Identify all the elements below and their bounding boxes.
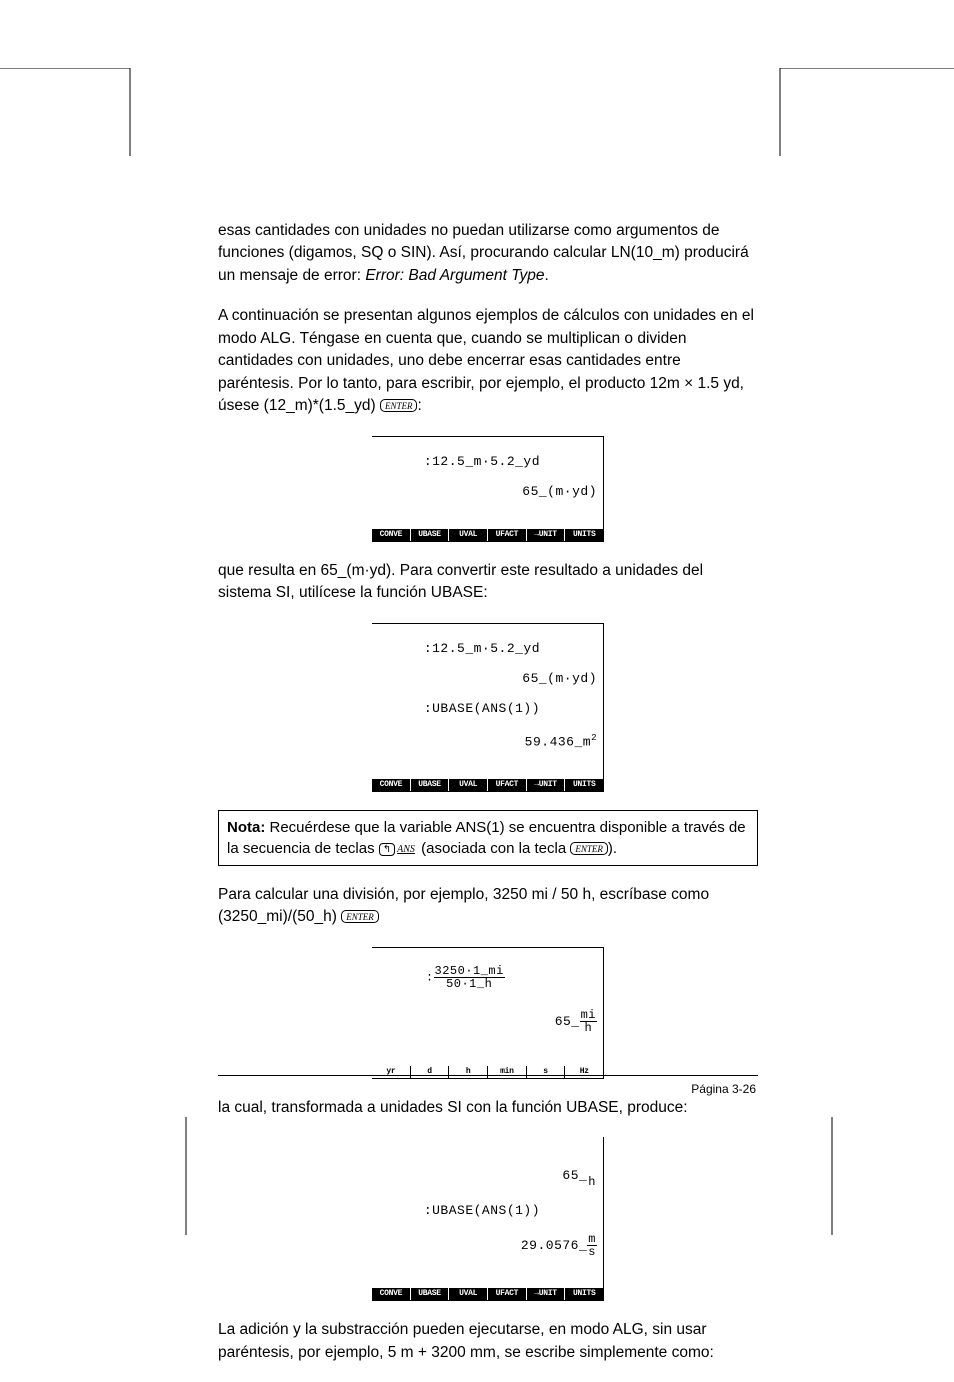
sk-unit: →UNIT bbox=[527, 779, 566, 791]
note-box: Nota: Recuérdese que la variable ANS(1) … bbox=[218, 810, 758, 866]
sk-h: h bbox=[449, 1066, 488, 1078]
footer-rule bbox=[218, 1075, 758, 1076]
calc-screenshot-3: :3250·1_mi50·1_h 65_mih yr d h min s Hz bbox=[372, 947, 604, 1079]
sk-uval: UVAL bbox=[449, 529, 488, 541]
sk-d: d bbox=[411, 1066, 450, 1078]
s1-result: 65_(m·yd) bbox=[374, 484, 599, 499]
calc-screenshot-1: :12.5_m·5.2_yd 65_(m·yd) CONVE UBASE UVA… bbox=[372, 436, 604, 542]
s1-softkeys: CONVE UBASE UVAL UFACT →UNIT UNITS bbox=[372, 529, 603, 541]
s2-line1: :12.5_m·5.2_yd bbox=[424, 641, 540, 656]
note-t3: ). bbox=[608, 840, 617, 857]
note-label: Nota: bbox=[227, 819, 265, 836]
sk-units: UNITS bbox=[565, 529, 603, 541]
s3-result: 65_mih bbox=[374, 1005, 599, 1034]
paragraph-3: que resulta en 65_(m·yd). Para convertir… bbox=[218, 560, 758, 605]
note-t2: (asociada con la tecla bbox=[417, 840, 570, 857]
page-footer: Página 3-26 bbox=[691, 1082, 756, 1096]
sk-ubase: UBASE bbox=[411, 779, 450, 791]
shift-key: ↰ bbox=[379, 843, 395, 856]
sk-ubase: UBASE bbox=[411, 529, 450, 541]
sk-uval: UVAL bbox=[449, 1288, 488, 1300]
paragraph-1: esas cantidades con unidades no puedan u… bbox=[218, 220, 758, 287]
sk-conve: CONVE bbox=[372, 1288, 411, 1300]
calc-screenshot-2: :12.5_m·5.2_yd 65_(m·yd) :UBASE(ANS(1)) … bbox=[372, 623, 604, 792]
sk-uval: UVAL bbox=[449, 779, 488, 791]
s2-result1: 65_(m·yd) bbox=[374, 671, 599, 686]
sk-ufact: UFACT bbox=[488, 1288, 527, 1300]
sk-unit: →UNIT bbox=[527, 1288, 566, 1300]
s2-line2: :UBASE(ANS(1)) bbox=[424, 701, 540, 716]
sk-min: min bbox=[488, 1066, 527, 1078]
ans-menu-key: ANS bbox=[395, 843, 417, 857]
sk-units: UNITS bbox=[565, 1288, 603, 1300]
s1-line1: :12.5_m·5.2_yd bbox=[424, 454, 540, 469]
sk-yr: yr bbox=[372, 1066, 411, 1078]
sk-ufact: UFACT bbox=[488, 779, 527, 791]
s4-softkeys: CONVE UBASE UVAL UFACT →UNIT UNITS bbox=[372, 1288, 603, 1300]
s3-softkeys: yr d h min s Hz bbox=[372, 1066, 603, 1078]
sk-unit: →UNIT bbox=[527, 529, 566, 541]
p1-dot: . bbox=[545, 267, 549, 284]
crop-marks-top bbox=[0, 68, 954, 158]
sk-ubase: UBASE bbox=[411, 1288, 450, 1300]
crop-marks-bottom bbox=[0, 1115, 954, 1235]
enter-key-3: ENTER bbox=[341, 910, 379, 923]
paragraph-4: Para calcular una división, por ejemplo,… bbox=[218, 884, 758, 929]
s2-result2: 59.436_m bbox=[374, 731, 599, 749]
p2-text: A continuación se presentan algunos ejem… bbox=[218, 307, 754, 414]
s3-frac: 3250·1_mi50·1_h bbox=[434, 965, 505, 990]
p2-tail: : bbox=[417, 397, 421, 414]
paragraph-6: La adición y la substracción pueden ejec… bbox=[218, 1319, 758, 1364]
s4-result: 29.0576_ms bbox=[374, 1233, 599, 1258]
sup-2 bbox=[591, 734, 597, 749]
sk-ufact: UFACT bbox=[488, 529, 527, 541]
sk-s: s bbox=[527, 1066, 566, 1078]
enter-key-2: ENTER bbox=[570, 842, 608, 855]
enter-key: ENTER bbox=[380, 399, 418, 412]
sk-units: UNITS bbox=[565, 779, 603, 791]
p1-error: Error: Bad Argument Type bbox=[365, 267, 544, 284]
sk-conve: CONVE bbox=[372, 529, 411, 541]
sk-hz: Hz bbox=[565, 1066, 603, 1078]
paragraph-2: A continuación se presentan algunos ejem… bbox=[218, 305, 758, 417]
p4-text: Para calcular una división, por ejemplo,… bbox=[218, 886, 709, 925]
sk-conve: CONVE bbox=[372, 779, 411, 791]
s2-softkeys: CONVE UBASE UVAL UFACT →UNIT UNITS bbox=[372, 779, 603, 791]
